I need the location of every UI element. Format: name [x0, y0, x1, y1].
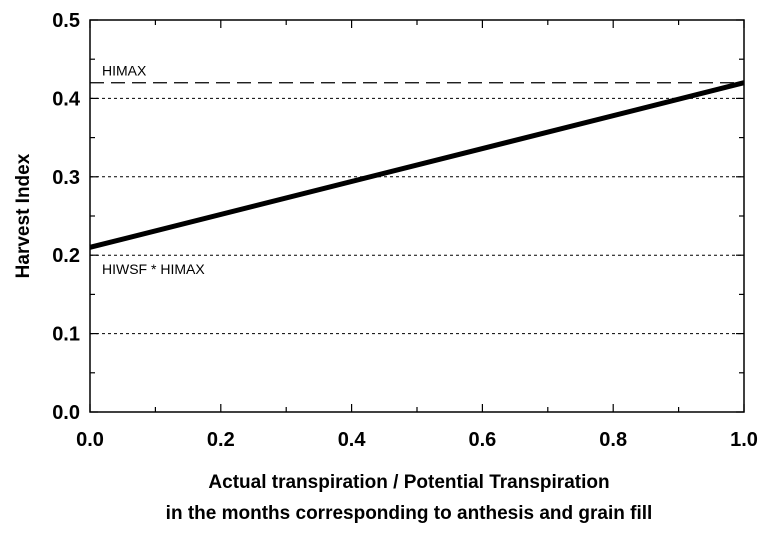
x-axis-label-line-1: Actual transpiration / Potential Transpi…	[208, 472, 609, 493]
y-tick-labels: 0.0 0.1 0.2 0.3 0.4 0.5	[52, 10, 81, 424]
x-tick-label-2: 0.4	[338, 429, 367, 451]
x-tick-label-5: 1.0	[730, 429, 758, 451]
grid-lines	[90, 97, 744, 335]
y-tick-label-4: 0.4	[52, 88, 81, 110]
y-tick-label-1: 0.1	[52, 324, 80, 346]
annotations: HIMAX HIWSF * HIMAX	[102, 63, 205, 277]
axis-ticks	[89, 19, 745, 413]
x-tick-label-3: 0.6	[468, 429, 496, 451]
y-tick-label-3: 0.3	[52, 167, 80, 189]
data-series	[89, 80, 745, 250]
y-tick-label-2: 0.2	[52, 245, 80, 267]
annotation-0: HIMAX	[102, 63, 147, 79]
x-tick-labels: 0.0 0.2 0.4 0.6 0.8 1.0	[76, 429, 758, 451]
series-line-0	[89, 80, 745, 250]
y-tick-label-0: 0.0	[52, 402, 80, 424]
plot-frame	[89, 19, 745, 413]
x-tick-label-4: 0.8	[599, 429, 627, 451]
x-tick-label-0: 0.0	[76, 429, 104, 451]
x-axis-label-line-2: in the months corresponding to anthesis …	[166, 503, 653, 524]
annotation-1: HIWSF * HIMAX	[102, 261, 205, 277]
y-axis-label: Harvest Index	[13, 153, 34, 278]
y-tick-label-5: 0.5	[52, 10, 80, 32]
x-tick-label-1: 0.2	[207, 429, 235, 451]
